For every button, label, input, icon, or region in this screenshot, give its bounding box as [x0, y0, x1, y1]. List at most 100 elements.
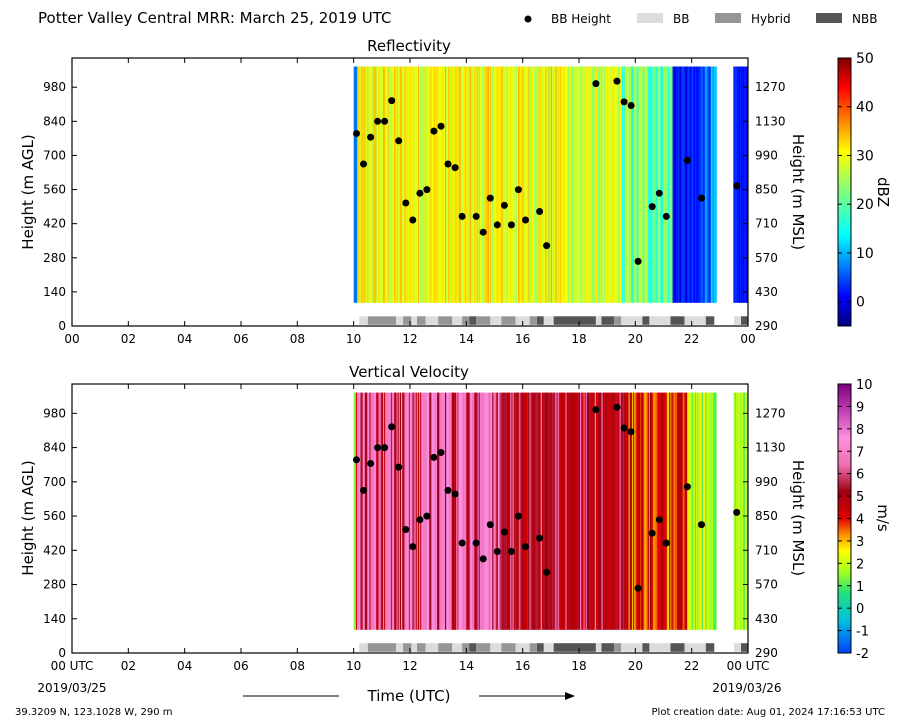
field-column [393, 392, 395, 630]
field-column [526, 66, 528, 303]
field-column [608, 66, 610, 303]
colorbar-tick-label: 7 [856, 445, 864, 460]
field-column [527, 66, 529, 303]
bb-height-point [409, 543, 417, 551]
field-column [640, 392, 643, 630]
field-column [565, 66, 567, 303]
bb-height-point [522, 543, 529, 551]
field-column [662, 66, 664, 303]
velocity-ylabel-right: Height (m MSL) [789, 460, 807, 576]
field-column [368, 66, 370, 303]
class-segment [425, 643, 439, 652]
class-segment [642, 643, 650, 652]
y-tick-label-right: 570 [755, 578, 778, 592]
field-column [568, 392, 571, 630]
field-column [741, 66, 743, 303]
field-column [663, 66, 665, 303]
field-column [707, 66, 709, 303]
x-tick-label: 10 [346, 659, 361, 673]
bb-height-point [381, 117, 389, 125]
field-column [669, 66, 671, 303]
x-tick-label: 14 [459, 659, 474, 673]
field-column [607, 66, 609, 303]
field-column [625, 66, 627, 303]
field-column [590, 392, 592, 630]
class-segment [649, 643, 671, 652]
field-column [612, 392, 615, 630]
field-column [637, 392, 640, 630]
field-column [627, 392, 629, 630]
field-column [620, 392, 623, 630]
x-tick-label: 08 [290, 332, 305, 346]
class-segment [417, 643, 426, 652]
field-column [567, 66, 570, 303]
field-column [385, 66, 387, 303]
field-column [399, 392, 402, 630]
class-segment [733, 643, 741, 652]
field-column [394, 66, 396, 303]
field-column [456, 66, 458, 303]
field-column [395, 66, 397, 303]
y-tick-label-right: 850 [755, 183, 778, 197]
field-column [599, 392, 601, 630]
field-column [354, 66, 357, 303]
class-segment [536, 316, 544, 325]
y-tick-label: 0 [58, 646, 66, 660]
field-column [674, 392, 677, 630]
field-column [678, 392, 680, 630]
field-column [539, 392, 541, 630]
colorbar-tick-label: 9 [856, 400, 864, 415]
field-column [529, 392, 531, 630]
field-column [359, 392, 361, 630]
field-column [697, 66, 699, 303]
field-column [426, 66, 429, 303]
field-column [430, 392, 432, 630]
colorbar-tick-label: 4 [856, 513, 864, 528]
field-column [378, 66, 380, 303]
y-tick-label: 560 [43, 509, 66, 523]
field-column [550, 392, 553, 630]
x-tick-label: 12 [402, 332, 417, 346]
field-column [388, 66, 391, 303]
class-segment [417, 316, 426, 325]
field-column [610, 392, 612, 630]
field-column [443, 392, 446, 630]
field-column [652, 66, 654, 303]
reflectivity-panel: Reflectivity 00 02 04 06 08 10 12 14 16 18 20 22 000… [19, 37, 892, 346]
class-segment [550, 643, 554, 652]
field-column [424, 66, 427, 303]
field-column [506, 66, 509, 303]
bb-height-point [655, 189, 663, 197]
field-column [610, 66, 612, 303]
field-column [708, 66, 710, 303]
field-column [645, 392, 647, 630]
field-column [585, 66, 588, 303]
class-segment [411, 643, 417, 652]
y-tick-label: 140 [43, 612, 66, 626]
field-column [375, 66, 377, 303]
field-column [362, 66, 365, 303]
field-column [555, 66, 557, 303]
field-column [577, 392, 580, 630]
field-column [594, 66, 597, 303]
field-column [526, 392, 528, 630]
class-segment [543, 643, 551, 652]
field-column [657, 66, 660, 303]
figure-title: Potter Valley Central MRR: March 25, 201… [38, 9, 391, 27]
field-column [640, 66, 643, 303]
class-segment [705, 643, 715, 652]
field-column [702, 66, 705, 303]
field-column [697, 392, 699, 630]
field-column [575, 66, 578, 303]
field-column [693, 66, 696, 303]
field-column [492, 392, 494, 630]
x-tick-label: 18 [571, 659, 586, 673]
field-column [574, 392, 576, 630]
legend-swatch [715, 13, 741, 23]
legend-label: BB Height [551, 12, 611, 26]
field-column [440, 392, 442, 630]
reflectivity-title: Reflectivity [367, 37, 451, 55]
field-column [619, 66, 621, 303]
field-column [424, 392, 427, 630]
class-segment [536, 643, 544, 652]
